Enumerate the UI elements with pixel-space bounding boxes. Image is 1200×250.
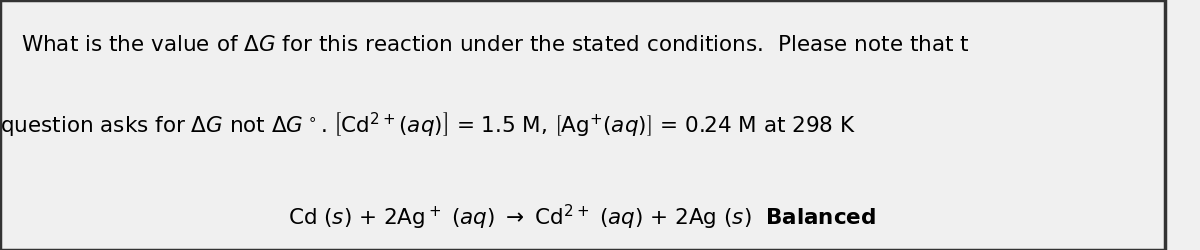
Text: What is the value of $\Delta G$ for this reaction under the stated conditions.  : What is the value of $\Delta G$ for this… [20, 35, 970, 55]
Text: Cd $(s)$ + 2Ag$^+$ $(aq)$ $\rightarrow$ Cd$^{2+}$ $(aq)$ + 2Ag $(s)$  $\mathbf{B: Cd $(s)$ + 2Ag$^+$ $(aq)$ $\rightarrow$ … [288, 203, 876, 232]
FancyBboxPatch shape [0, 0, 1164, 250]
Text: question asks for $\Delta G$ not $\Delta G^\circ$. $\left[\mathrm{Cd}^{2+}(aq)\r: question asks for $\Delta G$ not $\Delta… [0, 110, 856, 140]
